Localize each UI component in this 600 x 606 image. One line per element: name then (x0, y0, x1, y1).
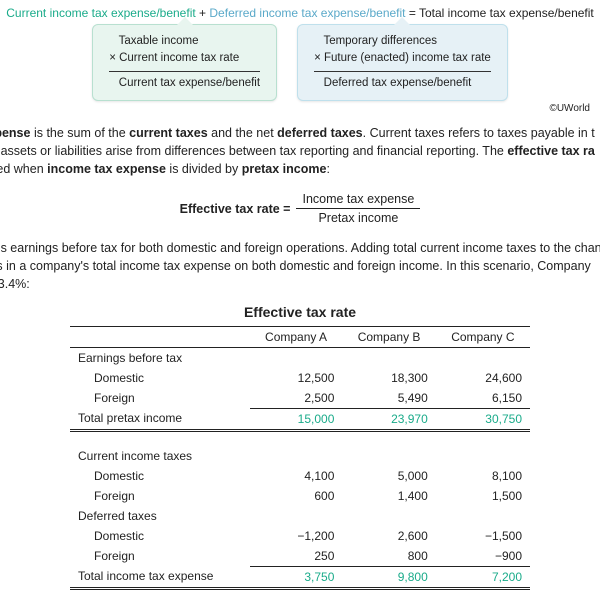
row-label: Foreign (70, 388, 250, 409)
denominator: Pretax income (318, 209, 398, 225)
row-label: Domestic (70, 466, 250, 486)
table-row: Current income taxes (70, 446, 530, 466)
section-label: Deferred taxes (70, 506, 250, 526)
paragraph-2: ome is earnings before tax for both dome… (0, 239, 600, 293)
txt: . Current taxes refers to taxes payable … (363, 126, 595, 140)
cell: −1,200 (250, 526, 343, 546)
divider (314, 71, 491, 72)
txt: x expense (0, 126, 30, 140)
box-line: Temporary differences (314, 33, 491, 50)
cell: −900 (436, 546, 530, 567)
cell: 12,500 (250, 368, 343, 388)
cell: 5,490 (342, 388, 435, 409)
row-label: Domestic (70, 368, 250, 388)
spacer-row (70, 430, 530, 446)
cell: 9,800 (342, 566, 435, 588)
col-header: Company B (342, 326, 435, 347)
paragraph-1: x expense is the sum of the current taxe… (0, 124, 600, 178)
pointer-icon (177, 17, 193, 25)
box-line: Deferred tax expense/benefit (314, 75, 491, 92)
box-line: × Current income tax rate (109, 50, 260, 67)
txt: : (326, 162, 329, 176)
row-label: Total pretax income (70, 408, 250, 430)
cell: 800 (342, 546, 435, 567)
table-row: Total income tax expense3,7509,8007,200 (70, 566, 530, 588)
calc-boxes: Taxable income × Current income tax rate… (0, 24, 600, 101)
table-row: Foreign250800−900 (70, 546, 530, 567)
box-line: Current tax expense/benefit (109, 75, 260, 92)
cell: 600 (250, 486, 343, 506)
txt: effective tax ra (507, 144, 595, 158)
table-title: Effective tax rate (0, 304, 600, 320)
row-label: Foreign (70, 486, 250, 506)
equation-line: Current income tax expense/benefit + Def… (0, 6, 600, 20)
row-label: Total income tax expense (70, 566, 250, 588)
txt: pretax income (242, 162, 327, 176)
cell: 5,000 (342, 466, 435, 486)
row-label: Domestic (70, 526, 250, 546)
pointer-icon (394, 17, 410, 25)
table-row: Domestic−1,2002,600−1,500 (70, 526, 530, 546)
col-header: Company C (436, 326, 530, 347)
cell: 6,150 (436, 388, 530, 409)
cell: −1,500 (436, 526, 530, 546)
cell: 7,200 (436, 566, 530, 588)
txt: income tax expense (47, 162, 166, 176)
eq-current: Current income tax expense/benefit (6, 6, 195, 20)
eq-plus: + (196, 6, 210, 20)
cell: 23,970 (342, 408, 435, 430)
table-row: Earnings before tax (70, 347, 530, 368)
copyright: ©UWorld (0, 103, 600, 114)
cell: 2,600 (342, 526, 435, 546)
table-row: Foreign6001,4001,500 (70, 486, 530, 506)
box-line: Taxable income (109, 33, 260, 50)
table-row: Domestic4,1005,0008,100 (70, 466, 530, 486)
txt: culated when (0, 162, 47, 176)
table-row: Foreign2,5005,4906,150 (70, 388, 530, 409)
txt: current taxes (129, 126, 208, 140)
cell: 1,400 (342, 486, 435, 506)
section-label: Earnings before tax (70, 347, 250, 368)
effective-tax-formula: Effective tax rate = Income tax expense … (0, 192, 600, 225)
cell: 24,600 (436, 368, 530, 388)
numerator: Income tax expense (296, 192, 420, 209)
cell: 4,100 (250, 466, 343, 486)
txt: is the sum of the (30, 126, 129, 140)
col-header: Company A (250, 326, 343, 347)
cell: 15,000 (250, 408, 343, 430)
txt: is divided by (166, 162, 242, 176)
deferred-tax-box: Temporary differences × Future (enacted)… (297, 24, 508, 101)
table-row: Total pretax income15,00023,97030,750 (70, 408, 530, 430)
tax-table: Company A Company B Company C Earnings b… (70, 326, 530, 590)
cell: 250 (250, 546, 343, 567)
eq-total: = Total income tax expense/benefit (406, 6, 594, 20)
box-line: × Future (enacted) income tax rate (314, 50, 491, 67)
cell: 3,750 (250, 566, 343, 588)
section-label: Current income taxes (70, 446, 250, 466)
table-row: Deferred taxes (70, 506, 530, 526)
txt: and the net (208, 126, 278, 140)
cell: 2,500 (250, 388, 343, 409)
fraction: Income tax expense Pretax income (296, 192, 420, 225)
table-header-row: Company A Company B Company C (70, 326, 530, 347)
txt: deferred taxes (277, 126, 362, 140)
cell: 8,100 (436, 466, 530, 486)
table-row: Domestic12,50018,30024,600 (70, 368, 530, 388)
formula-label: Effective tax rate = (180, 202, 291, 216)
txt: d tax assets or liabilities arise from d… (0, 144, 507, 158)
current-tax-box: Taxable income × Current income tax rate… (92, 24, 277, 101)
row-label: Foreign (70, 546, 250, 567)
divider (109, 71, 260, 72)
cell: 18,300 (342, 368, 435, 388)
eq-deferred: Deferred income tax expense/benefit (209, 6, 405, 20)
cell: 30,750 (436, 408, 530, 430)
cell: 1,500 (436, 486, 530, 506)
